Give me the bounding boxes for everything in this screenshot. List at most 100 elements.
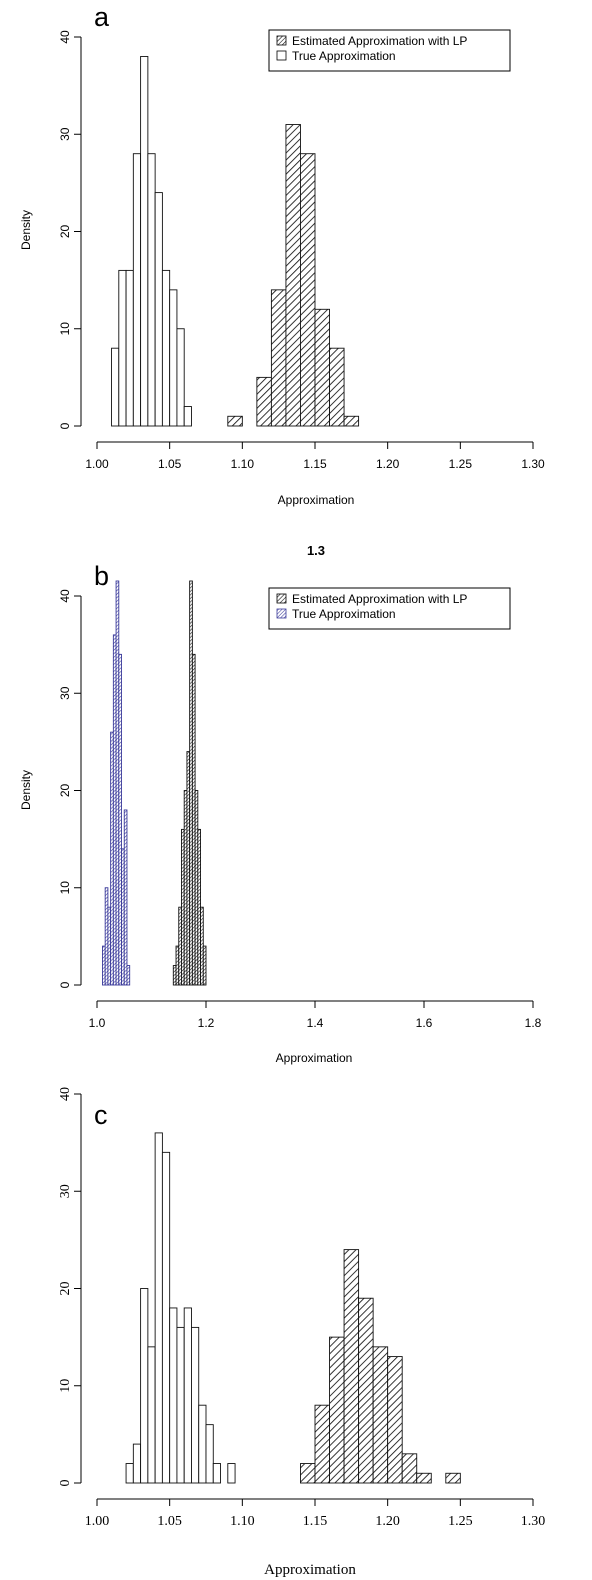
histogram-bar: [154, 192, 163, 427]
x-tick-label: 1.00: [85, 457, 109, 471]
x-tick-label: 1.6: [416, 1016, 433, 1030]
histogram-bar: [161, 269, 171, 427]
histogram-bar: [176, 1326, 185, 1484]
y-tick-label: 10: [58, 322, 72, 336]
panel-letter: b: [94, 561, 109, 591]
histogram-bar: [111, 347, 120, 427]
histogram-bar: [183, 1307, 192, 1484]
chart-title: 1.3: [307, 543, 325, 558]
x-tick-label: 1.20: [376, 457, 400, 471]
y-tick-label: 40: [58, 589, 72, 603]
axes: 1.0 1.2 1.4 1.6 1.8 0 10 20 30 40: [58, 589, 542, 1030]
histogram-bar: [343, 1249, 360, 1484]
series-estimated-bars: [227, 124, 360, 427]
panel-letter: c: [94, 1100, 108, 1130]
histogram-bar: [329, 347, 345, 427]
histogram-panel-b: 1.3 b 1.0 1.2 1.4 1.6 1.8 0 10 20 30 40 Approxima…: [19, 543, 542, 1065]
x-tick-label: 1.00: [85, 1514, 110, 1529]
histogram-bar: [140, 1288, 149, 1484]
y-tick-label: 10: [58, 1379, 73, 1393]
histogram-bar: [256, 376, 272, 427]
series-true-bars: [101, 580, 131, 986]
histogram-bar: [123, 809, 128, 986]
legend-label-estimated: Estimated Approximation with LP: [292, 34, 467, 48]
histogram-bar: [445, 1472, 461, 1484]
y-tick-label: 0: [58, 1480, 73, 1487]
histogram-bar: [300, 153, 316, 427]
x-tick-label: 1.30: [521, 457, 545, 471]
legend-swatch-estimated: [276, 35, 287, 46]
histogram-bar: [401, 1453, 418, 1484]
histogram-bar: [118, 653, 122, 986]
histogram-bar: [372, 1346, 389, 1484]
histogram-bar: [169, 289, 178, 427]
legend-swatch-estimated: [276, 593, 287, 604]
legend-box: [268, 587, 511, 630]
histogram-bar: [169, 1307, 178, 1484]
legend-label-true: True Approximation: [292, 607, 396, 621]
y-tick-label: 0: [58, 981, 72, 988]
histogram-bar: [147, 1346, 156, 1484]
panel-letter: a: [94, 2, 110, 32]
y-tick-label: 20: [58, 1282, 73, 1296]
histogram-panel-a: a 1.00 1.05 1.10 1.15 1.20 1.25 1.30010203040 …: [19, 2, 545, 507]
y-tick-label: 20: [58, 225, 72, 239]
legend-swatch-true: [276, 50, 287, 61]
histogram-bar: [227, 415, 243, 427]
histogram-bar: [314, 1404, 330, 1484]
x-tick-label: 1.30: [521, 1514, 546, 1529]
histogram-bar: [198, 1404, 207, 1484]
legend-swatch-true: [276, 608, 287, 619]
x-axis-label: Approximation: [278, 493, 355, 507]
histogram-bar: [125, 269, 134, 427]
legend-label-estimated: Estimated Approximation with LP: [292, 592, 467, 606]
histogram-bar: [125, 1463, 134, 1484]
legend-box: [268, 29, 511, 72]
histogram-bar: [387, 1356, 403, 1484]
histogram-bar: [343, 415, 360, 427]
histogram-bar: [212, 1463, 221, 1484]
series-estimated-bars: [172, 580, 207, 986]
histogram-bar: [126, 965, 131, 986]
x-tick-label: 1.05: [157, 1514, 182, 1529]
histogram-bar: [285, 124, 301, 427]
y-tick-label: 30: [58, 127, 72, 141]
histogram-bar: [314, 308, 330, 427]
histogram-panel-c: c 1.00 1.05 1.10 1.15 1.20 1.25 1.30010203040 …: [58, 1087, 545, 1578]
axes: 1.00 1.05 1.10 1.15 1.20 1.25 1.30 0 10 20 30 40: [58, 1087, 545, 1529]
x-tick-label: 1.10: [231, 457, 255, 471]
x-tick-label: 1.15: [303, 457, 327, 471]
histogram-bar: [300, 1463, 316, 1484]
histogram-bar: [176, 328, 185, 427]
x-axis-label: Approximation: [264, 1562, 356, 1578]
histogram-bar: [227, 1463, 236, 1484]
x-tick-label: 1.05: [158, 457, 182, 471]
y-axis-label: Density: [19, 210, 33, 250]
x-tick-label: 1.2: [198, 1016, 215, 1030]
x-tick-label: 1.0: [89, 1016, 106, 1030]
legend-label-true: True Approximation: [292, 49, 396, 63]
y-tick-label: 40: [58, 1087, 73, 1101]
histogram-bar: [154, 1132, 163, 1484]
y-tick-label: 30: [58, 686, 72, 700]
y-tick-label: 10: [58, 881, 72, 895]
x-axis-label: Approximation: [276, 1051, 353, 1065]
y-axis-label: Density: [19, 770, 33, 810]
legend: Estimated Approximation with LP True App…: [268, 29, 511, 72]
x-tick-label: 1.10: [230, 1514, 255, 1529]
histogram-bar: [140, 56, 149, 427]
legend: Estimated Approximation with LP True App…: [268, 587, 511, 630]
axes: 1.00 1.05 1.10 1.15 1.20 1.25 1.30 0 10 20 30 40: [58, 30, 545, 471]
series-estimated-bars: [300, 1249, 461, 1484]
histogram-bar: [147, 153, 156, 427]
x-tick-label: 1.8: [525, 1016, 542, 1030]
x-tick-label: 1.25: [448, 1514, 473, 1529]
y-tick-label: 40: [58, 30, 72, 44]
histogram-bar: [132, 1443, 142, 1484]
histogram-bar: [358, 1297, 374, 1484]
histogram-bar: [270, 289, 287, 427]
x-tick-label: 1.4: [307, 1016, 324, 1030]
histogram-bar: [416, 1472, 432, 1484]
histogram-bar: [161, 1151, 171, 1484]
